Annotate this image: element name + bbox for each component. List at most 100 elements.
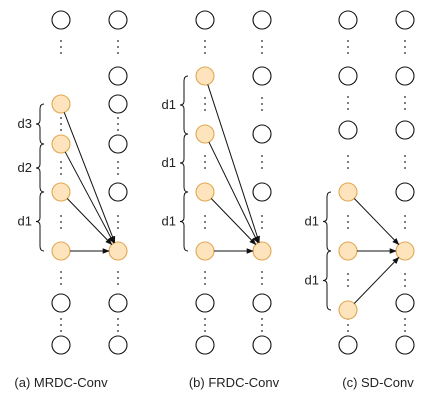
ellipsis-dot bbox=[261, 227, 263, 229]
ellipsis-dot bbox=[60, 271, 62, 273]
ellipsis-dot bbox=[404, 215, 406, 217]
ellipsis-dot bbox=[404, 227, 406, 229]
ellipsis-dot bbox=[60, 161, 62, 163]
ellipsis-dot bbox=[60, 215, 62, 217]
caption-mrdc-conv: (a) MRDC-Conv bbox=[14, 375, 108, 390]
ellipsis-dot bbox=[347, 52, 349, 54]
ellipsis-dot bbox=[204, 318, 206, 320]
ellipsis-dot bbox=[117, 324, 119, 326]
ellipsis-dot bbox=[261, 103, 263, 105]
highlighted-input-node bbox=[195, 241, 215, 261]
ellipsis-dot bbox=[60, 46, 62, 48]
ellipsis-dot bbox=[347, 167, 349, 169]
ellipsis-dot bbox=[347, 102, 349, 104]
output-node bbox=[252, 182, 272, 202]
ellipsis-dot bbox=[60, 117, 62, 119]
ellipsis-dot bbox=[261, 215, 263, 217]
connection-arrow bbox=[63, 112, 116, 244]
ellipsis-dot bbox=[117, 283, 119, 285]
dilation-label: d1 bbox=[162, 155, 176, 170]
ellipsis-dot bbox=[117, 167, 119, 169]
ellipsis-dot bbox=[347, 279, 349, 281]
ellipsis-dot bbox=[404, 52, 406, 54]
ellipsis-dot bbox=[204, 277, 206, 279]
connection-arrow bbox=[208, 141, 259, 244]
output-node bbox=[252, 124, 272, 144]
ellipsis-dot bbox=[347, 273, 349, 275]
ellipsis-dot bbox=[347, 285, 349, 287]
dilation-label: d2 bbox=[18, 160, 32, 175]
dilation-brace bbox=[35, 191, 45, 252]
ellipsis-dot bbox=[60, 52, 62, 54]
ellipsis-dot bbox=[204, 324, 206, 326]
input-node bbox=[338, 10, 358, 30]
ellipsis-dot bbox=[261, 167, 263, 169]
output-node bbox=[395, 293, 415, 313]
ellipsis-dot bbox=[60, 129, 62, 131]
ellipsis-dot bbox=[204, 161, 206, 163]
dilation-label: d3 bbox=[18, 116, 32, 131]
dilation-label: d1 bbox=[305, 214, 319, 229]
dilation-label: d1 bbox=[162, 97, 176, 112]
dilation-brace bbox=[179, 75, 189, 135]
ellipsis-dot bbox=[404, 330, 406, 332]
highlighted-input-node bbox=[338, 241, 358, 261]
connection-arrow bbox=[353, 256, 400, 304]
ellipsis-dot bbox=[60, 173, 62, 175]
sd-panel: d1 d1 bbox=[305, 10, 415, 355]
input-node bbox=[51, 10, 71, 30]
output-node bbox=[395, 120, 415, 140]
ellipsis-dot bbox=[60, 277, 62, 279]
input-node bbox=[338, 335, 358, 355]
ellipsis-dot bbox=[60, 283, 62, 285]
ellipsis-dot bbox=[117, 129, 119, 131]
highlighted-input-node bbox=[51, 134, 71, 154]
ellipsis-dot bbox=[347, 221, 349, 223]
dilation-label: d1 bbox=[18, 214, 32, 229]
ellipsis-dot bbox=[347, 108, 349, 110]
ellipsis-dot bbox=[117, 227, 119, 229]
caption-sd-conv: (c) SD-Conv bbox=[342, 375, 414, 390]
ellipsis-dot bbox=[404, 273, 406, 275]
ellipsis-dot bbox=[261, 277, 263, 279]
dilation-label: d1 bbox=[305, 273, 319, 288]
input-node bbox=[51, 335, 71, 355]
input-node bbox=[195, 335, 215, 355]
ellipsis-dot bbox=[404, 279, 406, 281]
ellipsis-dot bbox=[204, 221, 206, 223]
ellipsis-dot bbox=[60, 40, 62, 42]
ellipsis-dot bbox=[261, 283, 263, 285]
output-node bbox=[252, 335, 272, 355]
ellipsis-dot bbox=[347, 40, 349, 42]
output-node bbox=[108, 66, 128, 86]
output-node bbox=[108, 335, 128, 355]
output-node bbox=[395, 182, 415, 202]
highlighted-input-node bbox=[51, 94, 71, 114]
ellipsis-dot bbox=[261, 324, 263, 326]
ellipsis-dot bbox=[347, 330, 349, 332]
ellipsis-dot bbox=[404, 155, 406, 157]
dilation-brace bbox=[35, 143, 45, 193]
ellipsis-dot bbox=[261, 155, 263, 157]
output-node bbox=[252, 293, 272, 313]
ellipsis-dot bbox=[60, 318, 62, 320]
ellipsis-dot bbox=[117, 52, 119, 54]
ellipsis-dot bbox=[404, 285, 406, 287]
ellipsis-dot bbox=[404, 161, 406, 163]
output-node bbox=[108, 182, 128, 202]
ellipsis-dot bbox=[204, 167, 206, 169]
highlighted-input-node bbox=[338, 182, 358, 202]
caption-frdc-conv: (b) FRDC-Conv bbox=[188, 375, 280, 390]
target-output-node bbox=[252, 241, 272, 261]
highlighted-input-node bbox=[195, 124, 215, 144]
dilation-brace bbox=[35, 103, 45, 145]
dilation-label: d1 bbox=[162, 214, 176, 229]
ellipsis-dot bbox=[261, 97, 263, 99]
ellipsis-dot bbox=[117, 215, 119, 217]
ellipsis-dot bbox=[60, 167, 62, 169]
ellipsis-dot bbox=[204, 227, 206, 229]
ellipsis-dot bbox=[204, 46, 206, 48]
highlighted-input-node bbox=[195, 182, 215, 202]
dilated-conv-diagram: d3 d2 d1 d1 d1 d1 d1 d1 bbox=[18, 10, 415, 355]
ellipsis-dot bbox=[404, 167, 406, 169]
